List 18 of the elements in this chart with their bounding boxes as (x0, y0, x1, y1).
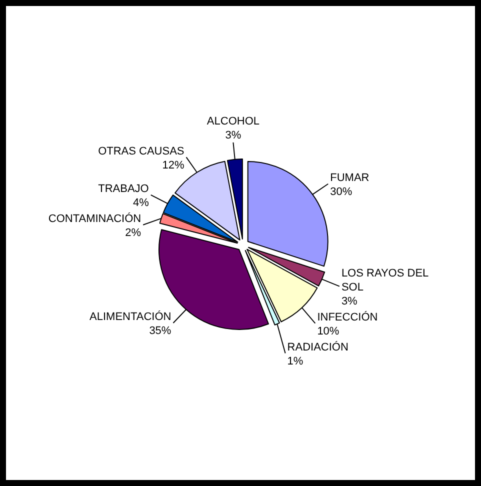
slice-label: RADIACIÓN (287, 340, 348, 354)
slice-label: CONTAMINACIÓN (48, 212, 142, 226)
slice-label: TRABAJO (98, 183, 150, 196)
data-label: 4% (132, 197, 150, 210)
data-label: 35% (149, 325, 172, 338)
data-label: 3% (341, 296, 358, 308)
slice-label: ALIMENTACIÓN (90, 310, 172, 324)
slice-label: OTRAS CAUSAS (98, 145, 184, 158)
data-label: 2% (125, 227, 142, 240)
slice-label: FUMAR (330, 172, 370, 184)
data-label: 3% (225, 130, 242, 142)
data-label: 1% (287, 356, 304, 368)
data-label: 30% (330, 186, 352, 198)
slice-label: LOS RAYOS DEL SOL (341, 268, 429, 294)
data-label: 12% (162, 159, 184, 172)
slice-label: INFECCIÓN (317, 310, 378, 324)
slice-label: ALCOHOL (206, 116, 260, 128)
data-label: 10% (317, 326, 340, 338)
